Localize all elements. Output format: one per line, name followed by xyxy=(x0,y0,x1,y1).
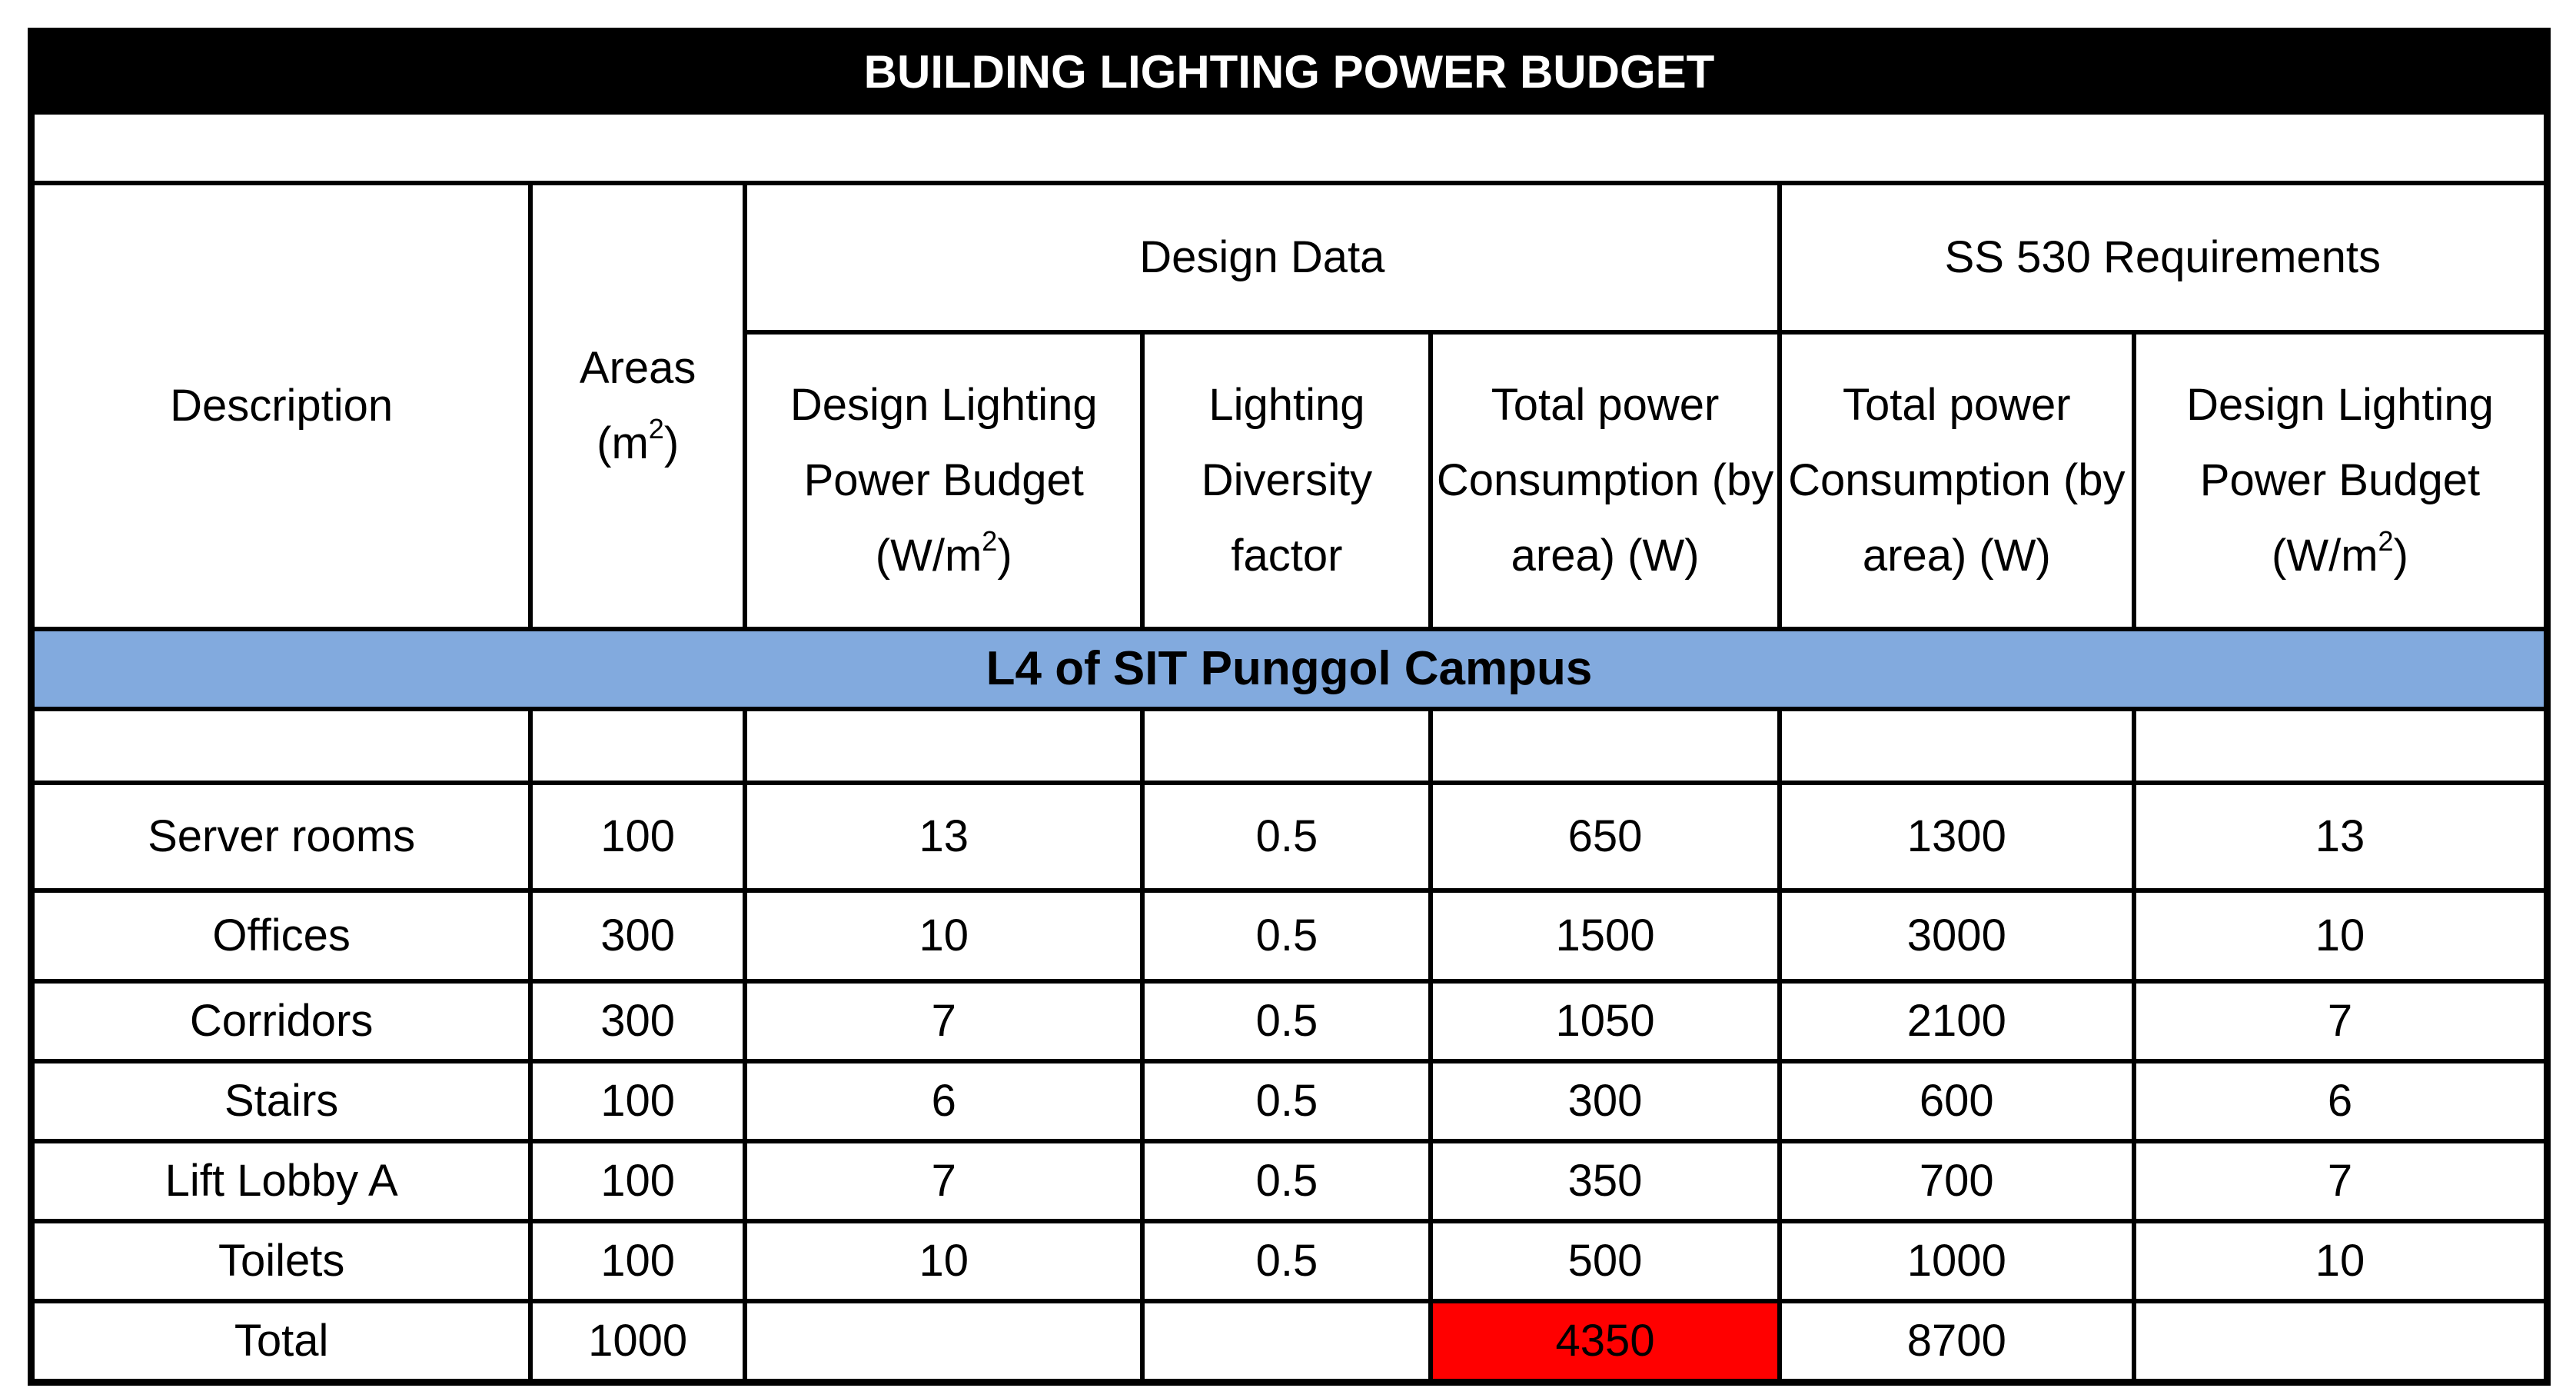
cell-ss-total-power: 3000 xyxy=(1777,888,2136,984)
cell-ss-total-power: 1000 xyxy=(1777,1219,2136,1303)
header-ss-design-lpb-superscript: 2 xyxy=(2378,524,2394,557)
cell-description: Toilets xyxy=(28,1219,533,1303)
cell-design-lpb: 10 xyxy=(743,888,1145,984)
header-ss-design-lpb-label: Design Lighting Power Budget xyxy=(2186,380,2494,505)
cell-diversity: 0.5 xyxy=(1140,1059,1434,1143)
cell-description: Corridors xyxy=(28,979,533,1063)
cell-description: Lift Lobby A xyxy=(28,1139,533,1223)
cell-total-power: 1050 xyxy=(1428,979,1782,1063)
header-areas-unit-open: (m xyxy=(597,418,649,468)
cell-ss-total-power: 1300 xyxy=(1777,781,2136,893)
table-row: Server rooms 100 13 0.5 650 1300 13 xyxy=(28,781,2550,893)
header-total-power: Total power Consumption (by area) (W) xyxy=(1428,330,1782,631)
total-power-highlighted: 4350 xyxy=(1428,1299,1782,1385)
header-description: Description xyxy=(28,181,533,631)
section-label: L4 of SIT Punggol Campus xyxy=(28,627,2550,711)
blank-row xyxy=(28,110,2550,185)
cell-area: 300 xyxy=(528,979,748,1063)
blank-cell xyxy=(28,707,533,785)
cell-design-lpb: 10 xyxy=(743,1219,1145,1303)
total-area: 1000 xyxy=(528,1299,748,1385)
blank-cell xyxy=(743,707,1145,785)
cell-ss-total-power: 700 xyxy=(1777,1139,2136,1223)
cell-area: 100 xyxy=(528,1219,748,1303)
header-design-lpb-unit-close: ) xyxy=(997,531,1012,581)
header-ss-design-lpb: Design Lighting Power Budget (W/m2) xyxy=(2131,330,2550,631)
header-lighting-diversity: Lighting Diversity factor xyxy=(1140,330,1434,631)
cell-total-power: 650 xyxy=(1428,781,1782,893)
cell-design-lpb: 6 xyxy=(743,1059,1145,1143)
header-design-lpb: Design Lighting Power Budget (W/m2) xyxy=(743,330,1145,631)
cell-description: Offices xyxy=(28,888,533,984)
cell-diversity: 0.5 xyxy=(1140,979,1434,1063)
cell-diversity: 0.5 xyxy=(1140,1139,1434,1223)
blank-cell xyxy=(2131,1299,2550,1385)
lighting-power-budget-table: BUILDING LIGHTING POWER BUDGET Descripti… xyxy=(28,28,2551,1386)
blank-cell xyxy=(743,1299,1145,1385)
cell-area: 100 xyxy=(528,781,748,893)
cell-total-power: 1500 xyxy=(1428,888,1782,984)
cell-design-lpb: 13 xyxy=(743,781,1145,893)
blank-cell xyxy=(1140,1299,1434,1385)
header-ss-design-lpb-unit-open: (W/m xyxy=(2272,531,2378,581)
header-areas-superscript: 2 xyxy=(648,412,664,444)
header-design-lpb-unit-open: (W/m xyxy=(875,531,982,581)
cell-total-power: 350 xyxy=(1428,1139,1782,1223)
cell-diversity: 0.5 xyxy=(1140,888,1434,984)
table-row: Toilets 100 10 0.5 500 1000 10 xyxy=(28,1219,2550,1303)
cell-area: 100 xyxy=(528,1059,748,1143)
cell-ss-lpb: 6 xyxy=(2131,1059,2550,1143)
header-design-lpb-superscript: 2 xyxy=(982,524,998,557)
table-row: Corridors 300 7 0.5 1050 2100 7 xyxy=(28,979,2550,1063)
cell-description: Stairs xyxy=(28,1059,533,1143)
table-row: Offices 300 10 0.5 1500 3000 10 xyxy=(28,888,2550,984)
cell-ss-lpb: 13 xyxy=(2131,781,2550,893)
blank-cell xyxy=(1140,707,1434,785)
cell-ss-lpb: 7 xyxy=(2131,1139,2550,1223)
cell-description: Server rooms xyxy=(28,781,533,893)
cell-design-lpb: 7 xyxy=(743,979,1145,1063)
blank-cell xyxy=(2131,707,2550,785)
header-areas-unit-close: ) xyxy=(663,418,680,468)
header-ss-design-lpb-unit-close: ) xyxy=(2393,531,2408,581)
cell-ss-lpb: 7 xyxy=(2131,979,2550,1063)
cell-total-power: 300 xyxy=(1428,1059,1782,1143)
cell-area: 100 xyxy=(528,1139,748,1223)
total-label: Total xyxy=(28,1299,533,1385)
total-row: Total 1000 4350 8700 xyxy=(28,1299,2550,1385)
table-row: Lift Lobby A 100 7 0.5 350 700 7 xyxy=(28,1139,2550,1223)
header-design-data: Design Data xyxy=(743,181,1782,335)
cell-ss-total-power: 2100 xyxy=(1777,979,2136,1063)
header-areas: Areas (m2) xyxy=(528,181,748,631)
cell-total-power: 500 xyxy=(1428,1219,1782,1303)
cell-ss-lpb: 10 xyxy=(2131,1219,2550,1303)
cell-ss-lpb: 10 xyxy=(2131,888,2550,984)
header-ss-total-power: Total power Consumption (by area) (W) xyxy=(1777,330,2136,631)
total-ss-power: 8700 xyxy=(1777,1299,2136,1385)
table-title: BUILDING LIGHTING POWER BUDGET xyxy=(28,28,2550,115)
cell-area: 300 xyxy=(528,888,748,984)
blank-cell xyxy=(528,707,748,785)
blank-cell xyxy=(1428,707,1782,785)
cell-diversity: 0.5 xyxy=(1140,781,1434,893)
header-areas-label: Areas xyxy=(579,343,696,393)
header-design-lpb-label: Design Lighting Power Budget xyxy=(789,380,1098,505)
cell-diversity: 0.5 xyxy=(1140,1219,1434,1303)
table-row: Stairs 100 6 0.5 300 600 6 xyxy=(28,1059,2550,1143)
header-ss530: SS 530 Requirements xyxy=(1777,181,2550,335)
blank-cell xyxy=(1777,707,2136,785)
cell-design-lpb: 7 xyxy=(743,1139,1145,1223)
cell-ss-total-power: 600 xyxy=(1777,1059,2136,1143)
